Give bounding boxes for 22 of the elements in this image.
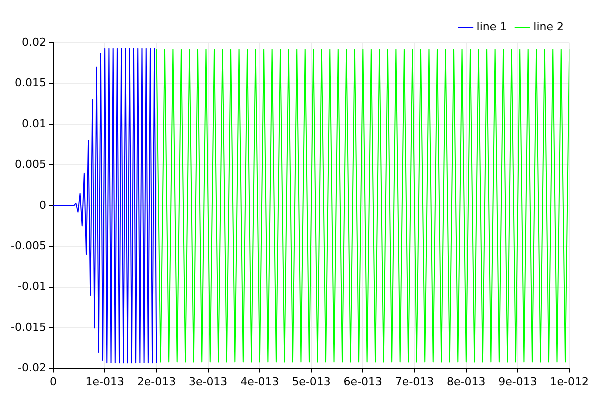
- x-tick-label: 1e-013: [86, 375, 124, 388]
- legend-label: line 2: [534, 20, 564, 34]
- x-tick-label: 0: [50, 375, 57, 388]
- x-tick-label: 7e-013: [395, 375, 434, 388]
- x-tick-label: 8e-013: [447, 375, 486, 388]
- x-tick-label: 6e-013: [344, 375, 383, 388]
- x-tick-label: 4e-013: [240, 375, 280, 388]
- y-tick-label: -0.02: [18, 362, 46, 375]
- x-tick-label: 5e-013: [292, 375, 331, 388]
- y-tick-label: 0.005: [14, 158, 46, 172]
- y-tick-label: -0.005: [10, 239, 46, 252]
- x-tick-label: 2e-013: [137, 375, 176, 388]
- y-tick-label: 0.02: [22, 36, 46, 49]
- y-tick-label: -0.015: [10, 320, 46, 334]
- legend-label: line 1: [476, 20, 508, 34]
- y-tick-label: 0.015: [14, 76, 46, 90]
- x-tick-label: 3e-013: [188, 375, 228, 388]
- y-tick-label: 0: [39, 198, 46, 212]
- x-tick-label: 1e-012: [550, 375, 589, 388]
- y-tick-label: 0.01: [22, 117, 46, 130]
- x-tick-label: 9e-013: [498, 375, 538, 388]
- y-tick-label: -0.01: [18, 280, 46, 294]
